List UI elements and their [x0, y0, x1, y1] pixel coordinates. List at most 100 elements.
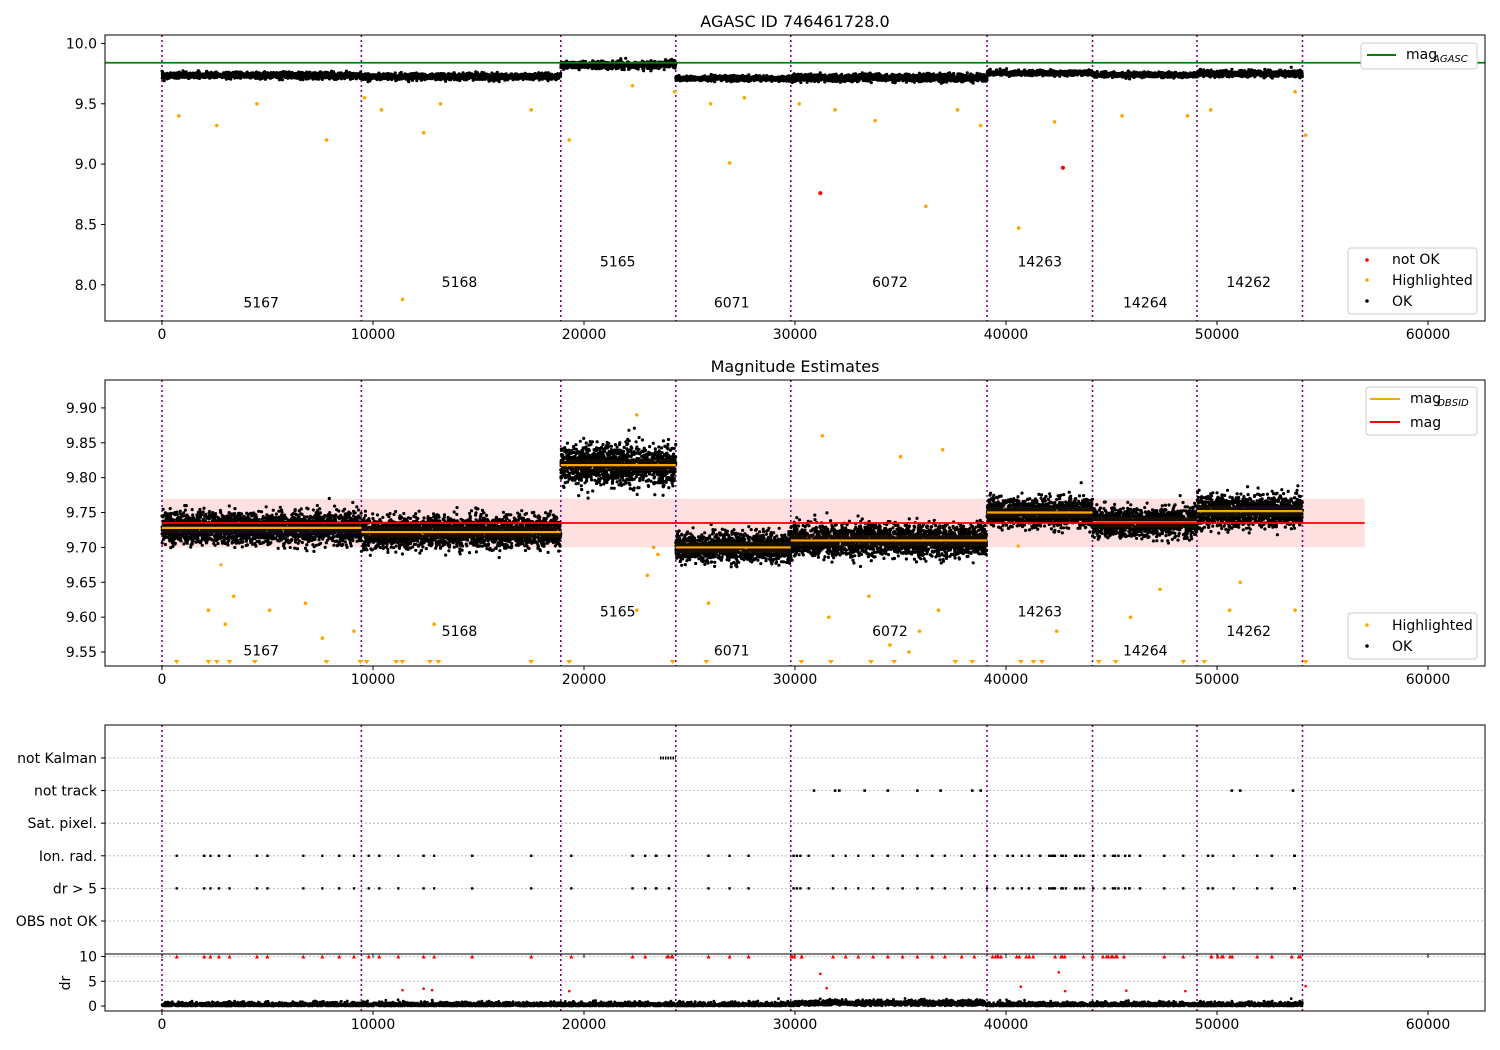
flag-point	[470, 887, 474, 890]
dr-clipped-point	[999, 954, 1004, 959]
y-tick-label: 5	[88, 974, 97, 990]
flag-point	[367, 887, 370, 890]
flag-point	[707, 854, 710, 857]
y-tick-label: 9.80	[66, 471, 97, 487]
dr-clipped-point	[1017, 954, 1022, 959]
dr-high-point	[1124, 989, 1128, 992]
highlighted-point	[797, 101, 802, 106]
dr-clipped-point	[972, 954, 977, 959]
flag-point	[643, 854, 647, 857]
flag-point	[1123, 854, 1127, 857]
flag-point	[993, 854, 997, 857]
flag-point	[792, 854, 795, 857]
dr-clipped-point	[470, 954, 475, 959]
flag-point	[1027, 854, 1031, 857]
flag-point	[930, 854, 934, 857]
highlighted-point	[379, 108, 384, 112]
dr-high-point	[1063, 989, 1067, 993]
x-tick-label: 20000	[562, 327, 607, 343]
flag-point	[871, 854, 875, 857]
highlighted-point	[1128, 615, 1133, 619]
dr-clipped-point	[227, 954, 232, 959]
y-tick-label: Sat. pixel.	[28, 816, 97, 832]
flag-point	[1061, 854, 1064, 857]
dr-clipped-point	[1031, 954, 1036, 959]
flag-point	[1230, 789, 1234, 792]
flag-point	[1092, 854, 1095, 857]
flag-point	[1291, 789, 1295, 792]
plot-area	[105, 725, 1485, 954]
flag-point	[1082, 854, 1085, 857]
legend-label: OK	[1392, 294, 1413, 310]
flag-point	[1027, 887, 1031, 890]
highlighted-point	[1120, 114, 1124, 118]
legend-label: mag	[1410, 415, 1441, 431]
flag-point	[1051, 887, 1055, 890]
y-tick-label: not Kalman	[17, 751, 97, 767]
magnitude-estimates-panel: Magnitude Estimates mag OBSID mag Highli…	[66, 357, 1486, 688]
flag-point	[1103, 854, 1106, 857]
lower-limit-marker	[867, 660, 874, 664]
highlighted-point	[421, 130, 426, 135]
dr-clipped-point	[930, 954, 935, 959]
flag-point	[1163, 854, 1166, 857]
flag-point	[175, 887, 178, 890]
flag-point	[1182, 854, 1185, 857]
dr-clipped-point	[1255, 954, 1260, 959]
flag-point	[1075, 887, 1078, 890]
x-tick-label: 50000	[1195, 672, 1240, 688]
flag-point	[321, 887, 324, 890]
highlighted-point	[1158, 587, 1162, 592]
panel-title: AGASC ID 746461728.0	[700, 12, 889, 31]
flag-point	[792, 887, 795, 890]
highlighted-point	[206, 608, 211, 612]
x-tick-label: 10000	[351, 1017, 396, 1033]
y-tick-label: 9.5	[75, 97, 97, 113]
dr-clipped-point	[254, 954, 259, 959]
flag-point	[655, 887, 658, 890]
dr-clipped-point	[174, 954, 179, 959]
x-tick-label: 30000	[773, 327, 818, 343]
flag-point	[1111, 887, 1115, 890]
lower-limit-marker	[891, 660, 898, 664]
flag-point	[352, 854, 356, 857]
flag-point	[1053, 854, 1057, 857]
flag-point	[1060, 854, 1063, 857]
dr-clipped-point	[1101, 954, 1106, 959]
lower-limit-marker	[1180, 660, 1187, 664]
flag-point	[1163, 887, 1166, 890]
flag-point	[1020, 887, 1023, 890]
flag-point	[1113, 887, 1117, 890]
flag-point	[973, 854, 976, 857]
flag-point	[871, 887, 875, 890]
flag-point	[321, 854, 324, 857]
y-tick-label: Ion. rad.	[39, 849, 97, 865]
plot-area	[105, 35, 1485, 321]
highlighted-point	[924, 204, 928, 209]
flag-point	[1232, 854, 1235, 857]
highlighted-point	[898, 454, 903, 459]
flag-point	[228, 854, 231, 857]
dr-clipped-point	[789, 954, 794, 959]
obsid-label: 6071	[714, 296, 750, 312]
dr-clipped-point	[1227, 954, 1232, 959]
highlighted-point	[1208, 108, 1213, 112]
lower-limit-marker	[435, 660, 442, 664]
lower-limit-marker	[528, 660, 535, 664]
x-tick-label: 10000	[351, 327, 396, 343]
y-tick-label: dr > 5	[53, 881, 97, 897]
highlighted-point	[267, 608, 272, 612]
dr-clipped-point	[746, 954, 751, 959]
dr-clipped-point	[351, 954, 356, 959]
dr-clipped-point	[432, 954, 437, 959]
dr-clipped-point	[1053, 954, 1058, 959]
dr-clipped-point	[1027, 954, 1032, 959]
flag-point	[570, 887, 573, 890]
flag-point	[667, 887, 671, 890]
flag-point	[1211, 854, 1214, 857]
obsid-label: 14262	[1226, 275, 1271, 291]
flag-point	[1111, 854, 1115, 857]
dr-clipped-point	[337, 954, 342, 959]
flag-point	[960, 887, 963, 890]
flag-point	[833, 789, 837, 792]
